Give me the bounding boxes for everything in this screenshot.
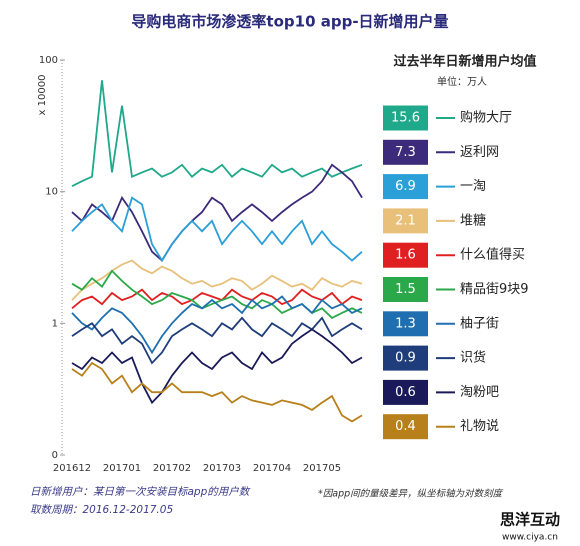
note: 日新增用户：某日第一次安装目标app的用户数 bbox=[30, 486, 251, 498]
legend-average: 0.4 bbox=[395, 419, 416, 434]
x-tick-label: 201612 bbox=[53, 463, 91, 474]
legend-box bbox=[383, 345, 428, 371]
series-line bbox=[71, 80, 363, 188]
x-tick-label: 201704 bbox=[253, 463, 291, 474]
legend-label: 什么值得买 bbox=[460, 247, 525, 263]
legend-average: 0.9 bbox=[395, 351, 416, 366]
series-line bbox=[71, 328, 363, 405]
legend-title: 过去半年日新增用户均值 bbox=[393, 54, 536, 70]
legend-label: 柚子街 bbox=[460, 316, 499, 331]
legend-label: 识货 bbox=[460, 350, 486, 366]
x-tick-label: 201701 bbox=[103, 463, 141, 474]
legend-label: 淘粉吧 bbox=[460, 385, 499, 400]
watermark-url: www.ciya.cn bbox=[502, 533, 558, 543]
legend-unit: 单位：万人 bbox=[437, 75, 487, 88]
y-tick-label: 1 bbox=[52, 318, 58, 329]
series-line bbox=[71, 316, 363, 365]
legend-box bbox=[383, 139, 428, 165]
legend-box bbox=[383, 242, 428, 268]
legend-average: 15.6 bbox=[391, 111, 420, 126]
legend-average: 2.1 bbox=[395, 213, 416, 228]
series-line bbox=[71, 361, 363, 423]
legend-label: 购物大厅 bbox=[460, 110, 512, 126]
y-tick-label: 100 bbox=[39, 55, 58, 66]
legend-average: 1.5 bbox=[395, 282, 416, 297]
legend-box bbox=[383, 379, 428, 405]
legend-box bbox=[383, 311, 428, 337]
legend-average: 0.6 bbox=[395, 385, 416, 400]
legend-box bbox=[383, 105, 428, 131]
y-axis-label: x 10000 bbox=[37, 75, 48, 116]
y-tick-label: 0 bbox=[52, 450, 58, 461]
legend-box bbox=[383, 208, 428, 234]
legend-box bbox=[383, 277, 428, 302]
legend-label: 精品街9块9 bbox=[460, 282, 529, 297]
note: 取数周期：2016.12-2017.05 bbox=[30, 504, 173, 516]
legend-box bbox=[383, 174, 428, 200]
y-tick-label: 10 bbox=[45, 187, 58, 198]
series-line bbox=[71, 196, 363, 263]
x-tick-label: 201705 bbox=[303, 463, 341, 474]
series-line bbox=[71, 288, 363, 309]
watermark: 思洋互动 bbox=[500, 511, 560, 529]
series-line bbox=[71, 163, 363, 262]
legend-average: 6.9 bbox=[395, 179, 416, 194]
note: *因app间的量级差异，纵坐标轴为对数刻度 bbox=[318, 488, 504, 500]
legend-box bbox=[383, 414, 428, 440]
chart-title: 导购电商市场渗透率top10 app-日新增用户量 bbox=[131, 13, 448, 31]
legend-label: 堆糖 bbox=[460, 212, 486, 228]
legend-label: 一淘 bbox=[460, 179, 486, 194]
legend-average: 1.6 bbox=[395, 248, 416, 263]
x-tick-label: 201702 bbox=[153, 463, 191, 474]
series-line bbox=[71, 259, 363, 301]
series-line bbox=[71, 295, 363, 355]
legend-average: 1.3 bbox=[395, 316, 416, 331]
legend-average: 7.3 bbox=[395, 145, 416, 160]
legend-label: 返利网 bbox=[460, 145, 499, 160]
legend-label: 礼物说 bbox=[460, 418, 499, 434]
x-tick-label: 201703 bbox=[203, 463, 241, 474]
